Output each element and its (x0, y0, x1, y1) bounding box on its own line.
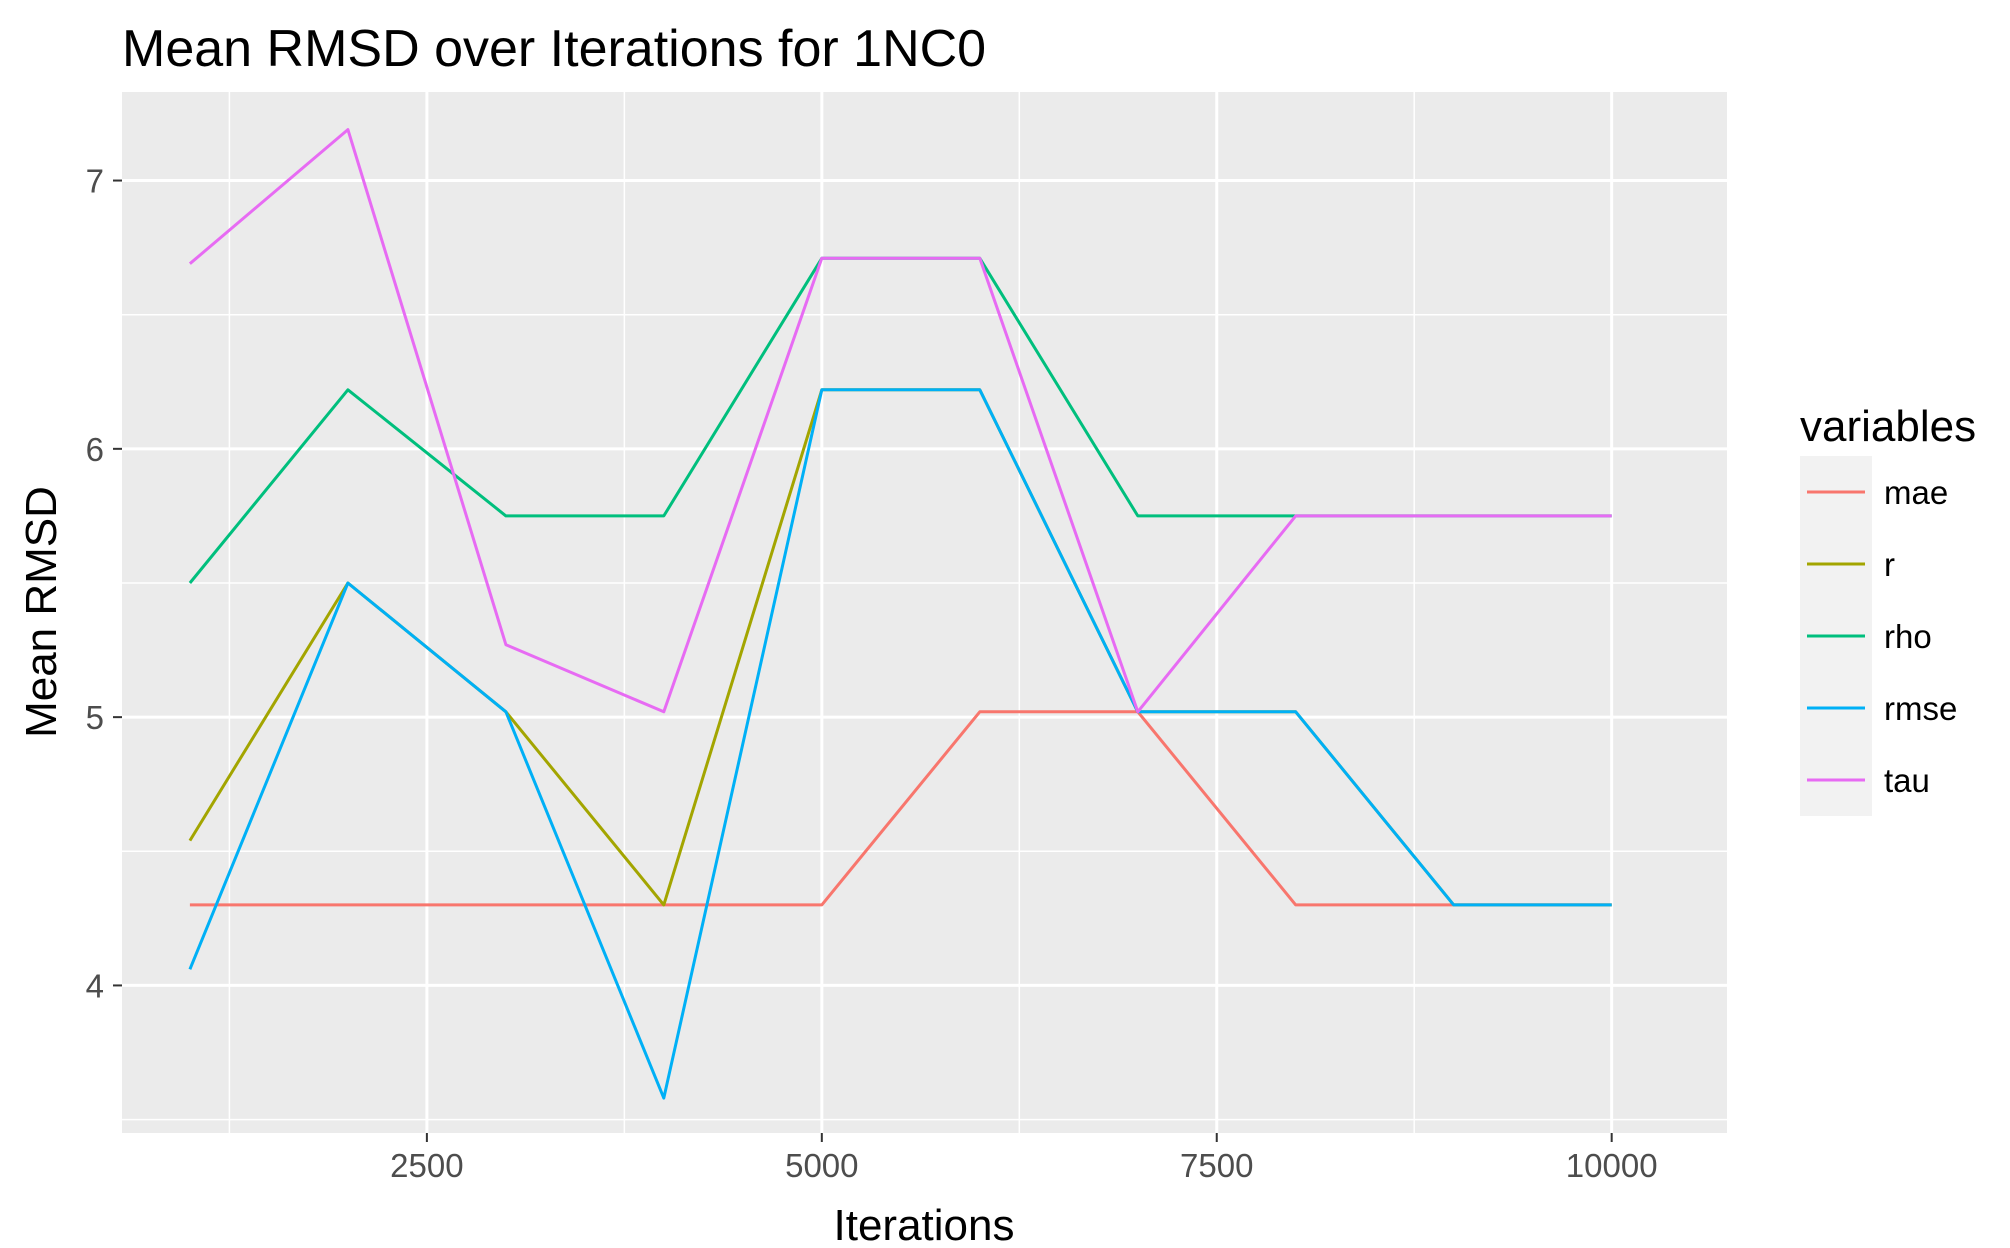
legend-label-mae: mae (1884, 474, 1948, 511)
plot-panel (122, 92, 1727, 1133)
y-tick-label: 4 (86, 967, 104, 1004)
legend-title: variables (1800, 402, 1976, 451)
legend-label-rmse: rmse (1884, 690, 1957, 727)
x-axis-title: Iterations (834, 1201, 1015, 1248)
y-axis-title: Mean RMSD (17, 486, 66, 738)
major-gridlines (122, 92, 1727, 1133)
x-tick-label: 2500 (390, 1147, 463, 1184)
legend-label-r: r (1884, 546, 1895, 583)
y-axis: 4 5 6 7 (86, 163, 122, 1004)
legend-label-rho: rho (1884, 618, 1932, 655)
x-tick-label: 5000 (785, 1147, 858, 1184)
series-line-tau (188, 128, 1612, 714)
series-line-rmse (188, 388, 1612, 1100)
x-tick-label: 10000 (1566, 1147, 1658, 1184)
legend: variables mae r rho rmse tau (1800, 402, 1976, 816)
minor-gridlines (122, 92, 1727, 1133)
y-tick-label: 6 (86, 431, 104, 468)
legend-label-tau: tau (1884, 762, 1930, 799)
y-tick-label: 7 (86, 163, 104, 200)
x-tick-label: 7500 (1180, 1147, 1253, 1184)
chart-title: Mean RMSD over Iterations for 1NC0 (122, 20, 986, 78)
x-axis: 2500 5000 7500 10000 (390, 1133, 1658, 1184)
series-line-mae (189, 710, 1612, 907)
series-lines (188, 128, 1612, 1100)
y-tick-label: 5 (86, 699, 104, 736)
